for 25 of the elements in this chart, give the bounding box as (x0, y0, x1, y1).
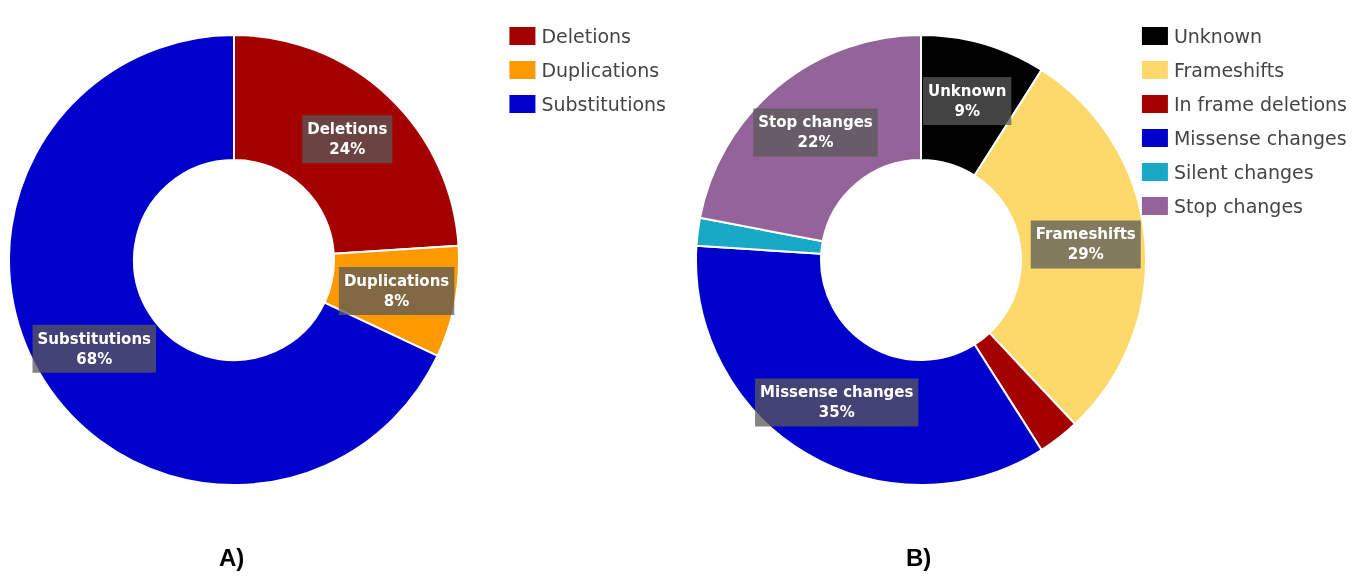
slice-label: Substitutions (37, 329, 152, 348)
data-label: 24% (329, 140, 366, 159)
data-label: 68% (76, 349, 113, 368)
text: B) (906, 543, 932, 571)
data-label: 9% (954, 102, 980, 121)
legend-label: Stop changes (1173, 195, 1303, 217)
legend-label: Frameshifts (1173, 59, 1285, 81)
slice-label: Duplications (343, 272, 450, 291)
data-label: 8% (383, 292, 410, 311)
slice-label: Frameshifts (1035, 225, 1136, 244)
legend-label: Deletions (541, 25, 632, 47)
slice-label: Stop changes (758, 113, 873, 132)
slice-label: Missense changes (760, 383, 914, 402)
legend-label: In frame deletions (1173, 93, 1347, 115)
text: A) (219, 543, 245, 571)
legend-label: Silent changes (1173, 161, 1314, 183)
slice-label: Unknown (927, 82, 1007, 101)
legend-label: Substitutions (541, 93, 666, 115)
legend-label: Unknown (1173, 25, 1263, 47)
data-label: 29% (1067, 245, 1104, 264)
legend-label: Duplications (541, 59, 660, 81)
data-label: 22% (797, 133, 834, 152)
legend-label: Missense changes (1173, 127, 1347, 149)
data-label: 35% (818, 403, 855, 422)
slice-label: Deletions (307, 120, 388, 139)
